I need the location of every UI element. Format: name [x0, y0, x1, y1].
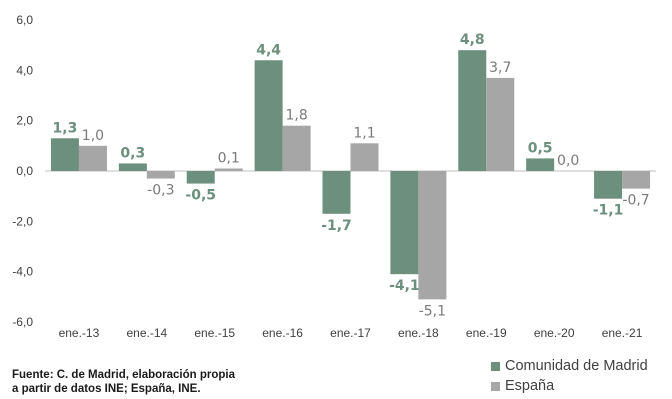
x-tick-label: ene.-21 [602, 326, 643, 340]
data-label-espana: 1,0 [82, 128, 104, 144]
bar-espana [486, 77, 515, 171]
bar-madrid [254, 60, 283, 172]
data-label-madrid: -4,1 [389, 278, 420, 294]
bar-espana [78, 145, 107, 171]
bar-madrid [390, 171, 419, 275]
bar-madrid [186, 171, 215, 184]
data-label-espana: -5,1 [419, 303, 446, 319]
data-label-espana: 1,1 [353, 125, 375, 141]
legend-swatch-madrid [491, 361, 500, 371]
y-tick-label: 6,0 [16, 13, 33, 27]
data-label-madrid: 4,4 [256, 42, 281, 58]
legend: Comunidad de Madrid España [491, 356, 648, 396]
x-tick-label: ene.-14 [126, 326, 167, 340]
bar-madrid [118, 163, 147, 171]
data-label-madrid: 4,8 [460, 32, 485, 48]
source-line-1: Fuente: C. de Madrid, elaboración propia [12, 369, 235, 381]
legend-item-espana: España [491, 376, 648, 396]
x-tick-label: ene.-18 [398, 326, 439, 340]
bar-madrid [526, 158, 555, 171]
source-note: Fuente: C. de Madrid, elaboración propia… [12, 368, 235, 396]
data-label-madrid: 0,5 [528, 140, 553, 156]
y-tick-label: 4,0 [16, 63, 33, 77]
bar-madrid [50, 138, 79, 171]
bar-espana [622, 171, 651, 189]
x-tick-label: ene.-20 [534, 326, 575, 340]
legend-label-madrid: Comunidad de Madrid [505, 358, 648, 374]
bar-madrid [458, 50, 487, 172]
bar-espana [146, 171, 175, 179]
data-label-madrid: 1,3 [53, 120, 78, 136]
data-label-espana: -0,7 [622, 193, 649, 209]
data-label-espana: 3,7 [489, 60, 511, 76]
bar-espana [350, 143, 379, 171]
bar-espana [282, 125, 311, 171]
legend-label-espana: España [505, 378, 555, 394]
data-label-madrid: 0,3 [120, 145, 145, 161]
data-label-espana: 0,1 [218, 150, 240, 166]
y-tick-label: -2,0 [12, 214, 33, 228]
legend-swatch-espana [491, 381, 500, 391]
legend-item-madrid: Comunidad de Madrid [491, 356, 648, 376]
data-label-espana: -0,3 [147, 183, 174, 199]
data-label-espana: 1,8 [285, 108, 307, 124]
bar-madrid [594, 171, 623, 199]
data-label-madrid: -1,7 [321, 218, 352, 234]
x-tick-label: ene.-19 [466, 326, 507, 340]
y-tick-label: 0,0 [16, 164, 33, 178]
y-tick-label: 2,0 [16, 114, 33, 128]
bar-espana [214, 168, 243, 171]
source-line-2: a partir de datos INE; España, INE. [12, 383, 201, 395]
data-label-madrid: -1,1 [593, 203, 624, 219]
bar-madrid [322, 171, 351, 214]
bar-espana [418, 171, 447, 300]
x-tick-label: ene.-16 [262, 326, 303, 340]
y-tick-label: -4,0 [12, 265, 33, 279]
bar-chart: 6,0 4,0 2,0 0,0 -2,0 -4,0 -6,0 1,3 1,0 ene.-13 0,3… [12, 13, 656, 340]
data-label-madrid: -0,5 [185, 188, 216, 204]
x-tick-label: ene.-15 [194, 326, 235, 340]
y-tick-label: -6,0 [12, 315, 33, 329]
x-tick-label: ene.-17 [330, 326, 371, 340]
x-tick-label: ene.-13 [59, 326, 100, 340]
data-label-espana: 0,0 [557, 153, 579, 169]
